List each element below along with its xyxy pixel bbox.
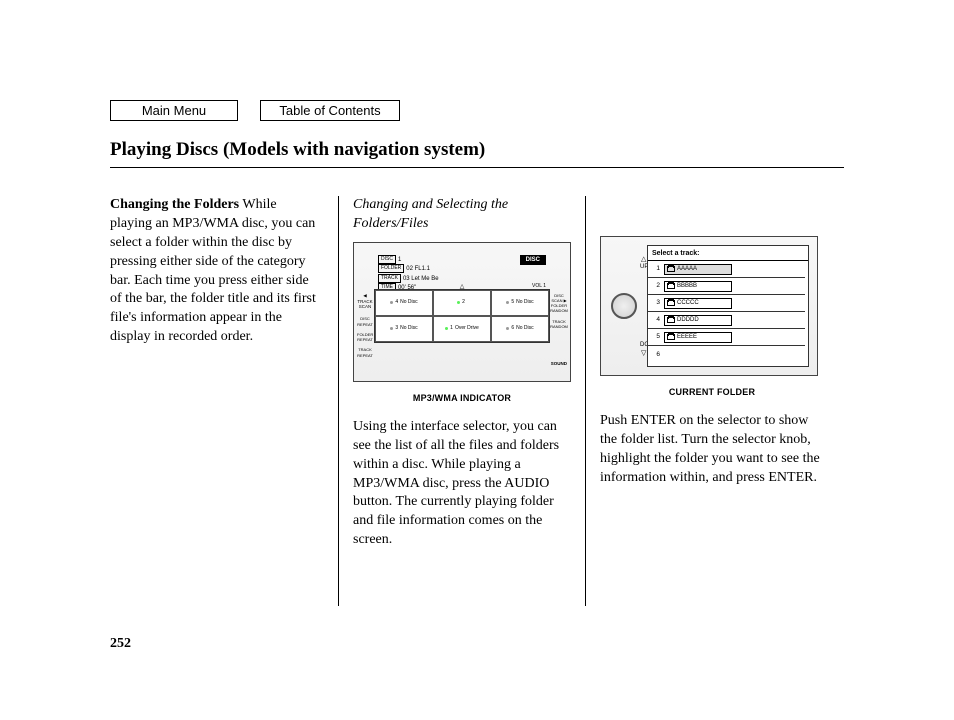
track-row: 1 AAAAA (648, 261, 805, 278)
track-repeat-label: TRACK REPEAT (357, 347, 373, 357)
folder-random-label: FOLDER RANDOM (550, 303, 568, 313)
page-number: 252 (110, 636, 131, 652)
panel2-caption: CURRENT FOLDER (600, 386, 824, 398)
title-rule (110, 167, 844, 168)
cell-num: 1 (450, 325, 453, 332)
folder-repeat-label: FOLDER REPEAT (357, 332, 373, 342)
track-list-screen: Select a track: 1 AAAAA 2 BBBBB 3 CCCCC (647, 245, 809, 367)
right-labels: DISC SCAN ▶ FOLDER RANDOM TRACK RANDOM (550, 293, 568, 329)
cell-num: 6 (511, 325, 514, 332)
down-arrow-icon: ▽ (641, 349, 646, 358)
track-row: 3 CCCCC (648, 295, 805, 312)
cell-text: Over Drive (455, 325, 479, 332)
nav-buttons: Main Menu Table of Contents (110, 100, 844, 121)
column-3: △ UP DOWN ▽ Select a track: 1 AAAAA 2 BB… (586, 196, 824, 606)
track-num: 5 (651, 333, 660, 342)
info-val: 02 FL1.1 (406, 266, 430, 272)
disc-cell: 6No Disc (491, 316, 549, 342)
folder-icon (667, 283, 675, 289)
track-num: 6 (651, 351, 660, 360)
info-tag: DISC (378, 255, 396, 264)
track-num: 2 (651, 282, 660, 291)
panel1-caption: MP3/WMA INDICATOR (353, 392, 571, 404)
main-menu-button[interactable]: Main Menu (110, 100, 238, 121)
track-row: 2 BBBBB (648, 278, 805, 295)
track-label: CCCCC (677, 299, 699, 307)
info-val: 03 Let Me Be (403, 276, 439, 282)
track-num: 3 (651, 299, 660, 308)
folder-icon (667, 334, 675, 340)
disc-cell: 1Over Drive (433, 316, 491, 342)
disc-badge: DISC (520, 255, 546, 265)
cell-text: No Disc (400, 299, 418, 306)
disc-grid: 4No Disc 2 5No Disc 3No Disc 1Over Drive… (374, 289, 550, 343)
left-labels: ◀ TRACK SCAN DISC REPEAT FOLDER REPEAT T… (357, 293, 373, 358)
disc-repeat-label: DISC REPEAT (357, 316, 373, 326)
led-icon (390, 327, 393, 330)
info-tag: TRACK (378, 274, 401, 283)
folder-icon (667, 300, 675, 306)
track-random-label: TRACK RANDOM (550, 319, 568, 329)
track-label: AAAAA (677, 265, 697, 273)
track-box: EEEEE (664, 332, 732, 343)
track-row: 6 (648, 346, 805, 363)
col1-heading: Changing the Folders (110, 197, 239, 212)
led-icon (457, 301, 460, 304)
col1-body: While playing an MP3/WMA disc, you can s… (110, 197, 316, 344)
folder-icon (667, 266, 675, 272)
col2-body: Using the interface selector, you can se… (353, 418, 571, 550)
track-label: DDDDD (677, 316, 699, 324)
disc-cell: 2 (433, 290, 491, 316)
track-row: 4 DDDDD (648, 312, 805, 329)
col2-heading: Changing and Selecting the Folders/Files (353, 196, 571, 234)
page-title: Playing Discs (Models with navigation sy… (110, 139, 844, 161)
column-2: Changing and Selecting the Folders/Files… (338, 196, 586, 606)
track-num: 4 (651, 316, 660, 325)
sound-label: SOUND (551, 361, 567, 367)
track-list: 1 AAAAA 2 BBBBB 3 CCCCC 4 (648, 261, 808, 363)
track-box: DDDDD (664, 315, 732, 326)
track-label: BBBBB (677, 282, 697, 290)
col3-body: Push ENTER on the selector to show the f… (600, 412, 824, 488)
folder-icon (667, 317, 675, 323)
track-box: CCCCC (664, 298, 732, 309)
info-val: 1 (398, 257, 401, 263)
track-box: BBBBB (664, 281, 732, 292)
current-folder-display: △ UP DOWN ▽ Select a track: 1 AAAAA 2 BB… (600, 236, 818, 376)
selector-knob-icon (611, 293, 637, 319)
led-icon (390, 301, 393, 304)
track-box: AAAAA (664, 264, 732, 275)
led-icon (506, 301, 509, 304)
cell-num: 2 (462, 299, 465, 306)
content-columns: Changing the Folders While playing an MP… (110, 196, 844, 606)
disc-cell: 5No Disc (491, 290, 549, 316)
cell-num: 3 (395, 325, 398, 332)
cell-text: No Disc (516, 325, 534, 332)
disc-cell: 4No Disc (375, 290, 433, 316)
mp3-wma-display: DISC1 FOLDER02 FL1.1 TRACK03 Let Me Be T… (353, 242, 571, 382)
cell-text: No Disc (400, 325, 418, 332)
cell-num: 5 (511, 299, 514, 306)
disc-cell: 3No Disc (375, 316, 433, 342)
led-icon (506, 327, 509, 330)
display-info-block: DISC1 FOLDER02 FL1.1 TRACK03 Let Me Be T… (378, 255, 439, 293)
track-label: EEEEE (677, 333, 697, 341)
disc-scan-label: DISC SCAN ▶ (551, 293, 566, 303)
cell-num: 4 (395, 299, 398, 306)
track-num: 1 (651, 265, 660, 274)
table-of-contents-button[interactable]: Table of Contents (260, 100, 400, 121)
track-row: 5 EEEEE (648, 329, 805, 346)
cell-text: No Disc (516, 299, 534, 306)
track-scan-label: ◀ TRACK SCAN (357, 293, 373, 311)
column-1: Changing the Folders While playing an MP… (110, 196, 338, 606)
led-icon (445, 327, 448, 330)
manual-page: Main Menu Table of Contents Playing Disc… (110, 100, 844, 606)
info-tag: FOLDER (378, 264, 404, 273)
track-box (664, 349, 732, 360)
track-list-title: Select a track: (648, 246, 808, 261)
